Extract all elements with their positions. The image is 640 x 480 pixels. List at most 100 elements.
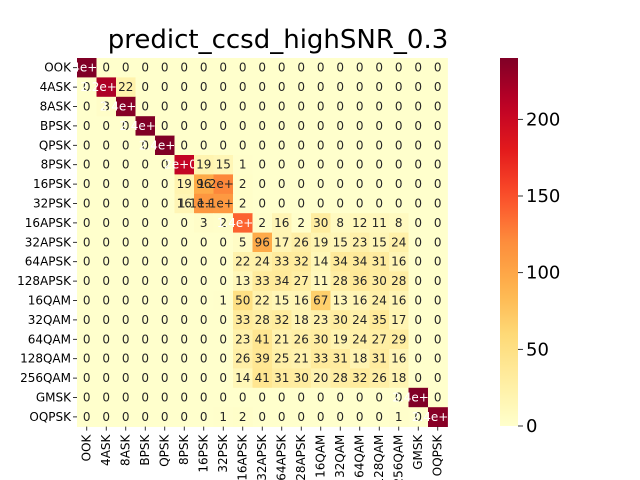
cell-value-label: 0 [161,158,169,172]
heatmap-cell [369,77,390,98]
cell-value-label: 0 [239,80,247,94]
x-tick-label: BPSK [138,433,152,465]
cell-value-label: 0 [414,197,422,211]
heatmap-cell [233,213,253,233]
heatmap-cell [213,387,234,408]
heatmap-cell [389,193,409,214]
cell-value-label: 0 [180,313,188,327]
heatmap-cell [174,155,195,175]
cell-value-label: 0 [414,119,422,133]
cell-value-label: 2 [239,177,247,191]
heatmap-cell [408,310,429,330]
heatmap-cell [194,232,214,253]
cell-value-label: 0 [141,138,149,152]
heatmap-cell [135,407,156,427]
heatmap-cell [77,368,97,389]
cell-value-label: 0 [180,235,188,249]
cell-value-label: 0 [317,197,325,211]
heatmap-cell [428,368,448,389]
heatmap-cell [155,271,175,292]
cell-value-label: 0 [375,138,383,152]
heatmap-cell [311,116,331,136]
x-tick-label: 16PSK [197,433,211,472]
cell-value-label: 0 [161,274,169,288]
heatmap-cell [369,232,390,253]
heatmap-cell [389,329,409,350]
cell-value-label: 0 [200,235,208,249]
cell-value-label: 0 [434,352,442,366]
heatmap-cell [213,329,234,350]
cell-value-label: 24 [255,255,270,269]
heatmap-cell [194,213,214,233]
heatmap-cell [252,193,273,214]
cell-value-label: 0 [219,352,227,366]
heatmap-cell [233,58,253,78]
heatmap-cell [369,58,390,78]
heatmap-cell [135,213,156,233]
heatmap-cell [77,135,97,156]
heatmap-cell [369,310,390,330]
heatmap-cell [96,155,117,175]
heatmap-cell [77,193,97,214]
heatmap-cell [389,58,409,78]
heatmap-cell [233,368,253,389]
cell-value-label: 0 [297,177,305,191]
heatmap-cell [194,155,214,175]
cell-value-label: 0 [83,391,91,405]
heatmap-cell [428,155,448,175]
cell-value-label: 0 [161,216,169,230]
cell-value-label: 0 [200,138,208,152]
heatmap-cell [77,387,97,408]
heatmap-cell [350,232,370,253]
heatmap-cell [311,232,331,253]
cell-value-label: 0 [297,391,305,405]
cell-value-label: 16 [352,294,367,308]
heatmap-cell [272,155,292,175]
heatmap-cell [291,387,312,408]
cell-value-label: 28 [333,371,348,385]
cell-value-label: 0 [122,216,130,230]
cell-value-label: 0 [278,391,286,405]
heatmap-cell [428,213,448,233]
heatmap-cell [350,310,370,330]
heatmap-cell [135,116,156,136]
cell-value-label: 0 [83,80,91,94]
cell-value-label: 0 [434,274,442,288]
heatmap-cell [311,252,331,272]
cell-value-label: 0 [83,100,91,114]
heatmap-cell [330,329,351,350]
cell-value-label: 26 [294,332,309,346]
cell-value-label: 0 [122,138,130,152]
y-tick-label: 32QAM [28,313,71,327]
cell-value-label: 0 [122,197,130,211]
cell-value-label: 0 [317,158,325,172]
cell-value-label: 0 [200,410,208,424]
cell-value-label: 0 [141,255,149,269]
cell-value-label: 18 [294,313,309,327]
heatmap-cell [135,310,156,330]
heatmap-cell [291,116,312,136]
heatmap-cell [350,349,370,369]
heatmap-cell [135,271,156,292]
heatmap-cell [311,77,331,98]
cell-value-label: 0 [317,410,325,424]
cell-value-label: 0 [219,255,227,269]
heatmap-cell [233,174,253,195]
cell-value-label: 3 [200,216,208,230]
cell-value-label: 24 [391,235,406,249]
cell-value-label: 0 [219,119,227,133]
heatmap-cell [350,135,370,156]
cell-value-label: 0 [180,352,188,366]
cell-value-label: 0 [102,138,110,152]
y-tick-label: 128APSK [17,274,72,288]
heatmap-cell [213,310,234,330]
heatmap-cell [369,135,390,156]
heatmap-cell [291,368,312,389]
heatmap-cell [116,77,136,98]
heatmap-cell [272,271,292,292]
heatmap-cell [213,96,234,117]
heatmap-cell [194,387,214,408]
cell-value-label: 0 [141,197,149,211]
colorbar-tick-label: 150 [526,186,560,207]
heatmap-cell [77,232,97,253]
